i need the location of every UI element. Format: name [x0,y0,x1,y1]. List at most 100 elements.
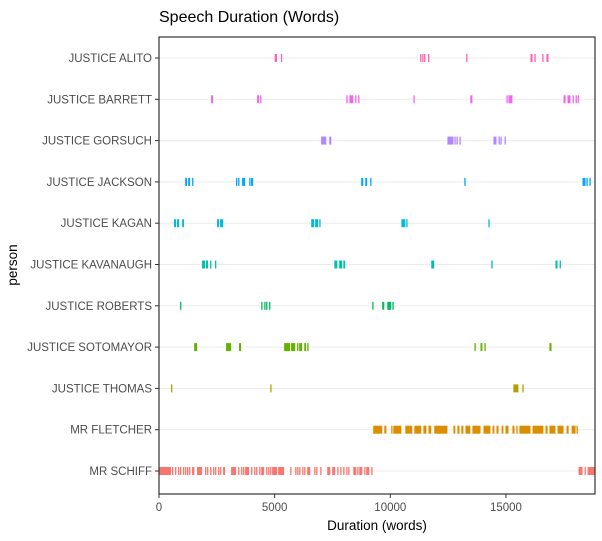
y-tick-label: JUSTICE BARRETT [47,94,152,106]
speech-mark [505,425,509,434]
x-axis-label: Duration (words) [327,518,427,533]
speech-mark [488,219,490,228]
speech-mark [384,425,387,434]
speech-mark [500,136,502,145]
series-mr-fletcher [373,425,578,434]
speech-mark [366,467,370,475]
speech-mark [284,343,291,352]
y-tick-label: JUSTICE KAVANAUGH [30,260,152,272]
speech-mark [180,467,182,475]
speech-mark [586,177,588,186]
series-justice-thomas [171,384,524,393]
speech-mark [220,467,222,475]
x-tick-label: 10000 [374,502,406,514]
speech-mark [472,425,481,434]
speech-mark [405,425,413,434]
y-axis: JUSTICE ALITO JUSTICE BARRETT JUSTICE GORS… [27,53,159,478]
speech-mark [215,467,217,475]
speech-mark [359,467,363,475]
speech-mark [549,425,556,434]
series-justice-sotomayor [194,343,552,352]
speech-mark [571,425,576,434]
y-tick-label: MR SCHIFF [89,466,152,478]
speech-mark [572,95,574,104]
speech-mark [238,467,240,475]
speech-mark [321,136,327,145]
speech-mark [231,467,237,475]
speech-mark [189,467,191,475]
speech-mark [185,467,187,475]
speech-mark [391,425,393,434]
speech-mark [474,343,476,352]
speech-mark [249,177,251,186]
speech-mark [516,425,518,434]
speech-mark [210,260,212,269]
speech-mark [414,425,422,434]
speech-mark [566,425,569,434]
speech-mark [546,54,549,62]
speech-mark [280,54,283,62]
speech-mark [174,219,177,228]
speech-mark [243,467,245,475]
speech-mark [532,425,544,434]
speech-mark [576,425,578,434]
speech-mark [504,136,506,145]
series-justice-jackson [185,177,591,186]
speech-mark [220,219,224,228]
speech-mark [304,467,306,475]
speech-mark [251,467,253,475]
speech-mark [519,425,531,434]
speech-mark [182,219,184,228]
y-tick-label: JUSTICE KAGAN [61,218,152,230]
speech-mark [530,54,533,62]
speech-mark [413,95,415,104]
speech-mark [480,343,483,352]
speech-mark [353,467,357,475]
series-justice-kavanaugh [202,260,561,269]
speech-mark [559,260,561,269]
speech-mark [327,467,331,475]
speech-mark [183,467,185,475]
speech-mark [261,301,263,310]
speech-mark [346,95,348,104]
speech-mark [211,95,214,104]
speech-mark [484,343,486,352]
speech-mark [307,467,311,475]
speech-mark [483,425,491,434]
y-tick-label: JUSTICE ROBERTS [46,301,153,313]
speech-mark [343,467,345,475]
speech-mark [343,260,346,269]
y-tick-label: JUSTICE ALITO [68,53,152,65]
speech-mark [348,467,350,475]
y-axis-label: person [5,244,20,285]
speech-mark [194,343,198,352]
speech-mark [339,260,343,269]
speech-mark [493,136,497,145]
speech-mark [177,219,180,228]
speech-mark [355,95,357,104]
speech-mark [192,177,194,186]
x-tick-label: 5000 [262,502,288,514]
speech-mark [424,54,426,62]
speech-mark [364,467,366,475]
speech-mark [192,467,194,475]
speech-mark [295,467,297,475]
speech-mark [257,95,260,104]
speech-mark [387,301,392,310]
speech-mark [332,467,336,475]
speech-mark [465,425,471,434]
series-justice-gorsuch [321,136,506,145]
speech-mark [205,467,207,475]
speech-mark [498,136,500,145]
speech-mark [340,467,342,475]
y-tick-label: JUSTICE THOMAS [52,383,152,395]
speech-mark [311,219,315,228]
speech-mark [542,54,544,62]
speech-mark [320,467,322,475]
speech-mark [522,384,524,393]
speech-mark [238,177,240,186]
speech-mark [188,177,190,186]
speech-mark [371,467,373,475]
